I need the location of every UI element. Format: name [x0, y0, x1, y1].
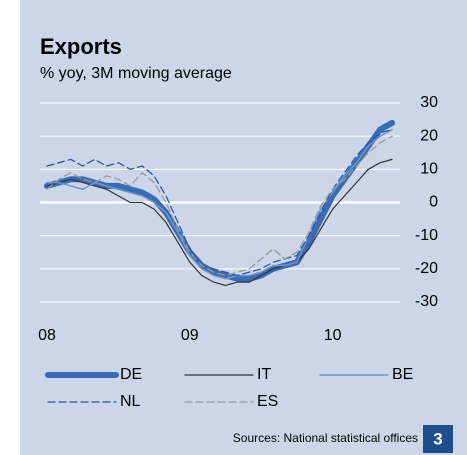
y-tick-label: 30	[420, 94, 438, 111]
series-line	[46, 128, 393, 277]
panel-background	[20, 0, 467, 455]
legend-label: NL	[120, 393, 141, 410]
chart-subtitle: % yoy, 3M moving average	[40, 65, 232, 82]
source-note: Sources: National statistical offices	[233, 431, 418, 445]
legend-label: IT	[257, 366, 271, 383]
y-tick-label: 10	[420, 161, 438, 178]
y-tick-label: -10	[415, 227, 438, 244]
y-tick-label: 0	[429, 194, 438, 211]
x-tick-label: 08	[38, 327, 56, 344]
page-number: 3	[433, 429, 442, 448]
legend-label: DE	[120, 366, 142, 383]
y-tick-label: -20	[415, 260, 438, 277]
x-tick-label: 09	[181, 327, 199, 344]
x-tick-label: 10	[324, 327, 342, 344]
series-line	[46, 158, 393, 287]
series-line	[46, 135, 393, 277]
page-badge	[423, 425, 453, 453]
legend-label: BE	[392, 366, 413, 383]
series-line	[46, 128, 393, 280]
y-tick-label: 20	[420, 127, 438, 144]
y-tick-label: -30	[415, 293, 438, 310]
legend-label: ES	[257, 393, 278, 410]
chart-title: Exports	[40, 34, 122, 59]
